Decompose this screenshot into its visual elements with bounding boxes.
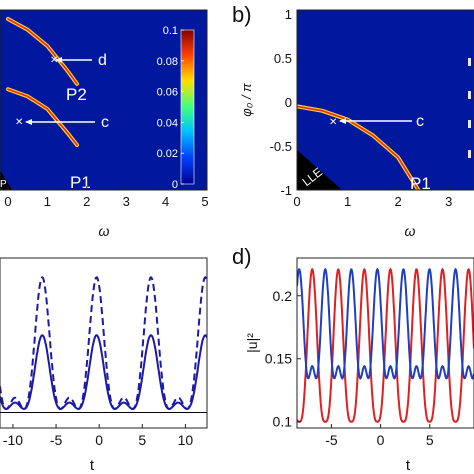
panel-d-x-axis: -5 0 5 (325, 424, 434, 448)
panel-b-y-tick-label: 1 (285, 7, 292, 22)
panel-d-y-tick-label: 0.15 (265, 351, 292, 367)
panel-b-xlabel: ω (405, 223, 416, 239)
panel-c-x-axis: -10 -5 0 5 10 (3, 424, 194, 448)
panel-b-ylabel: φ₀ / π (239, 83, 254, 117)
panel-a-x-tick-label: 1 (44, 194, 51, 209)
panel-d-x-tick-label: -5 (325, 432, 338, 448)
panel-a-arrowhead-d (55, 57, 62, 63)
panel-b-background (297, 10, 474, 190)
panel-d-y-tick-label: 0.1 (273, 414, 293, 430)
panel-b-frame (296, 9, 474, 191)
panel-a-label-p1: P1 (70, 173, 91, 192)
panel-d-y-tick-label: 0.2 (273, 288, 293, 304)
panel-a-marker-d: ✕ (50, 55, 58, 66)
panel-b-y-tick-label: -1 (280, 183, 292, 198)
panel-a: P ✕ d ✕ c P2 P1 0 0.02 0.04 0.06 0.08 0.1 0 1 2… (0, 9, 209, 239)
panel-d-x-tick-label: 0 (377, 432, 385, 448)
panel-b-branch-p1-core (297, 105, 420, 190)
colorbar-tick-label: 0.02 (157, 148, 178, 160)
panel-a-x-tick-label: 0 (4, 194, 11, 209)
panel-c-series-dashed (0, 276, 207, 410)
colorbar-tick-label: 0.08 (157, 56, 178, 68)
panel-a-branch-p2-core (7, 18, 78, 85)
panel-a-xlabel: ω (99, 223, 110, 239)
panel-d-ylabel: |u|² (244, 333, 260, 353)
panel-b-label: b) (232, 2, 252, 27)
panel-c-frame (0, 257, 208, 429)
panel-a-x-axis: 0 1 2 3 4 5 (4, 186, 209, 209)
panel-a-branch-p1-core (7, 88, 78, 146)
panel-b-marker-c: ✕ (329, 117, 337, 128)
panel-b-y-tick-label: 0.5 (274, 51, 292, 66)
panel-b-y-axis: 1 0.5 0 -0.5 -1 (270, 7, 301, 198)
panel-b-annot-c: c (416, 113, 424, 130)
panel-c-x-tick-label: -5 (50, 432, 63, 448)
panel-d: d) -5 0 5 0.1 0.15 0.2 |u|² t (232, 244, 474, 474)
panel-b-colorbar-stub (469, 30, 474, 184)
panel-d-frame (296, 257, 474, 429)
panel-d-xlabel: t (406, 457, 411, 474)
panel-b-y-tick-label: -0.5 (270, 139, 292, 154)
colorbar-tick-label: 0.04 (157, 117, 178, 129)
panel-d-series-red (297, 267, 474, 423)
panel-d-x-tick-label: 5 (426, 432, 434, 448)
panel-c-x-tick-label: 10 (178, 432, 194, 448)
colorbar-tick-label: 0.1 (163, 25, 178, 37)
panel-a-x-tick-label: 2 (83, 194, 90, 209)
panel-b-label-p1: P1 (410, 174, 431, 193)
panel-d-label: d) (232, 244, 252, 269)
panel-b-arrowhead-c (339, 118, 346, 124)
panel-a-colorbar (180, 29, 195, 185)
panel-b-corner-region (297, 150, 342, 190)
panel-c-xlabel: t (90, 457, 95, 474)
panel-a-x-tick-label: 5 (201, 194, 208, 209)
panel-c-x-tick-label: 5 (138, 432, 146, 448)
panel-a-annot-c: c (101, 114, 109, 131)
panel-a-arrowhead-c (25, 119, 32, 125)
panel-b-y-tick-label: 0 (285, 95, 292, 110)
panel-b-x-tick-label: 1 (344, 194, 351, 209)
panel-a-label-p2: P2 (66, 85, 87, 104)
panel-b-x-axis: 0 1 2 3 (293, 186, 452, 209)
colorbar-tick-label: 0 (172, 179, 178, 191)
panel-a-marker-c: ✕ (15, 117, 23, 128)
panel-b-x-tick-label: 0 (293, 194, 300, 209)
panel-c-x-tick-label: -10 (3, 432, 23, 448)
panel-a-annot-d: d (98, 52, 107, 69)
panel-a-x-tick-label: 4 (162, 194, 169, 209)
panel-b-x-tick-label: 2 (395, 194, 402, 209)
panel-a-region-label: P (0, 179, 7, 190)
panel-d-series-blue (297, 267, 474, 380)
panel-a-colorbar-ticks: 0 0.02 0.04 0.06 0.08 0.1 (157, 25, 184, 191)
panel-a-x-tick-label: 3 (123, 194, 130, 209)
panel-b-x-tick-label: 3 (445, 194, 452, 209)
panel-c-series-solid (0, 334, 207, 410)
panel-c: -10 -5 0 5 10 t (0, 257, 208, 474)
colorbar-tick-label: 0.06 (157, 87, 178, 99)
panel-a-frame (0, 9, 208, 191)
panel-d-y-axis: 0.1 0.15 0.2 (265, 288, 301, 430)
panel-b-colorbar-ticks (468, 58, 471, 158)
panel-c-x-tick-label: 0 (95, 432, 103, 448)
panel-a-corner-region (0, 170, 12, 190)
